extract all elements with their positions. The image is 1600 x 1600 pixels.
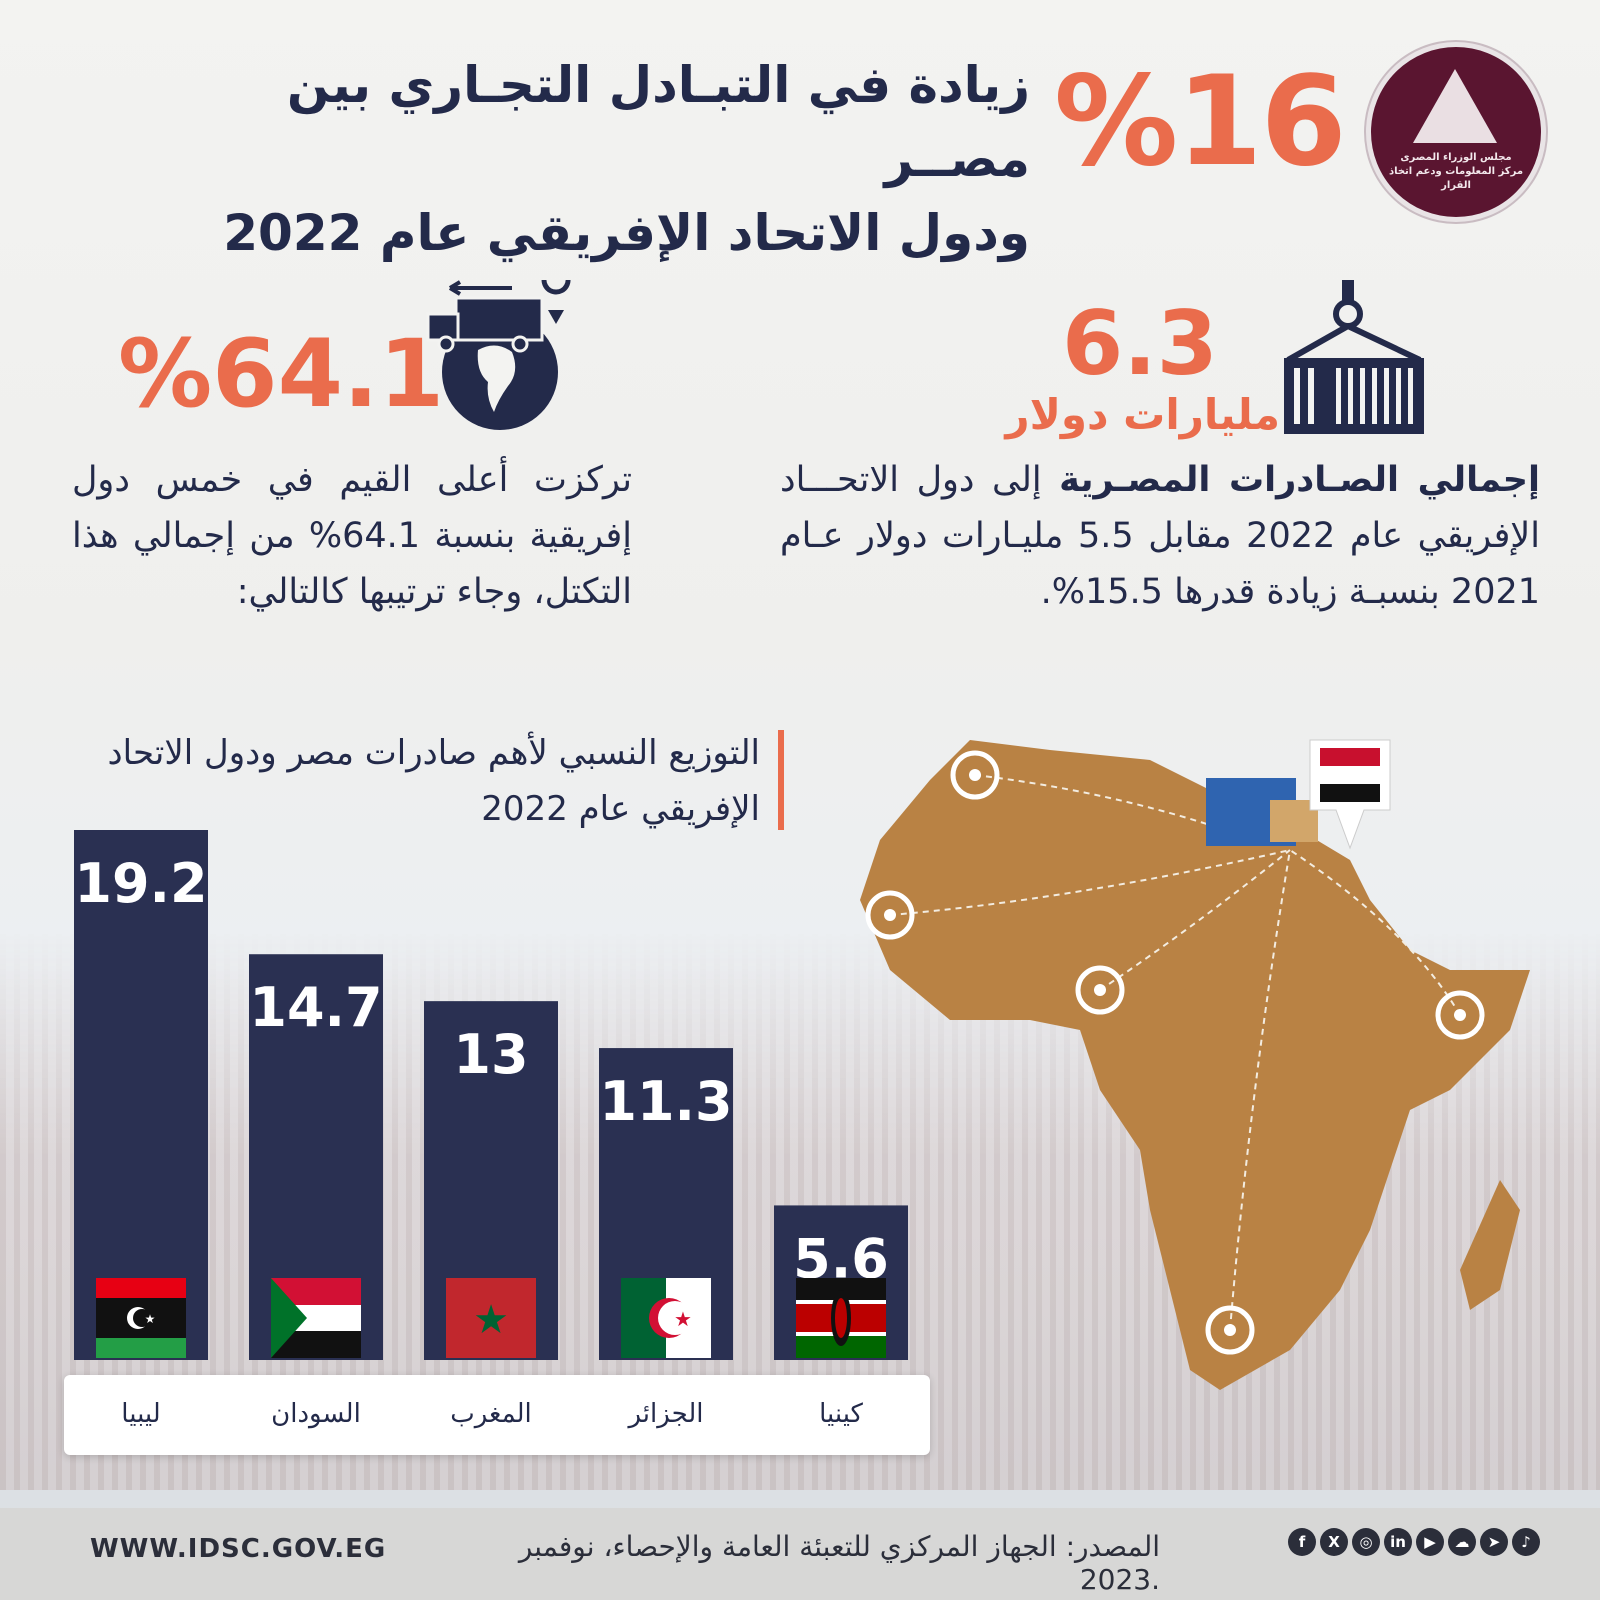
x-icon[interactable]: X [1320, 1528, 1348, 1556]
youtube-icon[interactable]: ▶ [1416, 1528, 1444, 1556]
country-labels: ليبيا السودان المغرب الجزائر كينيا [121, 1399, 863, 1429]
svg-text:★: ★ [473, 1297, 509, 1343]
flag-icon [796, 1278, 886, 1358]
bar-value-label: 14.7 [249, 976, 382, 1039]
exports-unit: مليارات دولار [1005, 390, 1280, 439]
chart-title: التوزيع النسبي لأهم صادرات مصر ودول الات… [107, 733, 760, 829]
idsc-logo: مجلس الوزراء المصرى مركز المعلومات ودعم … [1366, 42, 1546, 222]
category-label: كينيا [819, 1399, 863, 1429]
africa-map [860, 739, 1530, 1390]
headline-percent: %16 [1054, 50, 1347, 194]
category-label: السودان [271, 1399, 361, 1429]
exports-description: إجمالي الصـادرات المصـرية إلى دول الاتحـ… [780, 460, 1540, 612]
flag-icon: ★ [446, 1278, 536, 1358]
concentration-value: %64.1 [118, 320, 445, 429]
category-label: ليبيا [121, 1399, 160, 1429]
bar-chart: 19.2★14.713★11.3★5.6 [74, 830, 908, 1360]
shipping-container-icon [1284, 280, 1424, 434]
website-link[interactable]: WWW.IDSC.GOV.EG [90, 1534, 387, 1564]
globe-truck-icon [426, 280, 571, 430]
egypt-flag-pin-icon [1309, 739, 1391, 850]
country-label-strip [64, 1375, 930, 1455]
madagascar-shape [1460, 1180, 1520, 1310]
svg-text:★: ★ [674, 1307, 692, 1331]
concentration-description: تركزت أعلى القيم في خمس دول إفريقية بنسب… [72, 460, 632, 612]
bar-value-label: 11.3 [599, 1070, 732, 1133]
source-note: المصدر: الجهاز المركزي للتعبئة العامة وا… [518, 1530, 1160, 1596]
svg-text:★: ★ [145, 1312, 156, 1326]
logo-text: مجلس الوزراء المصرى مركز المعلومات ودعم … [1388, 152, 1524, 191]
facebook-icon[interactable]: f [1288, 1528, 1316, 1556]
flag-icon: ★ [621, 1278, 711, 1358]
flag-icon: ★ [96, 1278, 186, 1358]
telegram-icon[interactable]: ➤ [1480, 1528, 1508, 1556]
linkedin-icon[interactable]: in [1384, 1528, 1412, 1556]
instagram-icon[interactable]: ◎ [1352, 1528, 1380, 1556]
bar-value-label: 13 [453, 1023, 528, 1086]
soundcloud-icon[interactable]: ☁ [1448, 1528, 1476, 1556]
exports-value: 6.3 [1062, 292, 1218, 395]
flag-icon [271, 1278, 361, 1358]
logo-pyramid-icon [1413, 69, 1497, 143]
social-icons: f X ◎ in ▶ ☁ ➤ ♪ [1270, 1528, 1540, 1568]
category-label: المغرب [450, 1399, 532, 1429]
tiktok-icon[interactable]: ♪ [1512, 1528, 1540, 1556]
chart-title-accent [778, 730, 784, 830]
category-label: الجزائر [626, 1399, 703, 1429]
page-title: زيادة في التبـادل التجـاري بين مصــر ودو… [223, 56, 1030, 262]
bar-value-label: 19.2 [74, 852, 207, 915]
africa-landmass [860, 740, 1530, 1390]
bar-1 [74, 830, 208, 1360]
